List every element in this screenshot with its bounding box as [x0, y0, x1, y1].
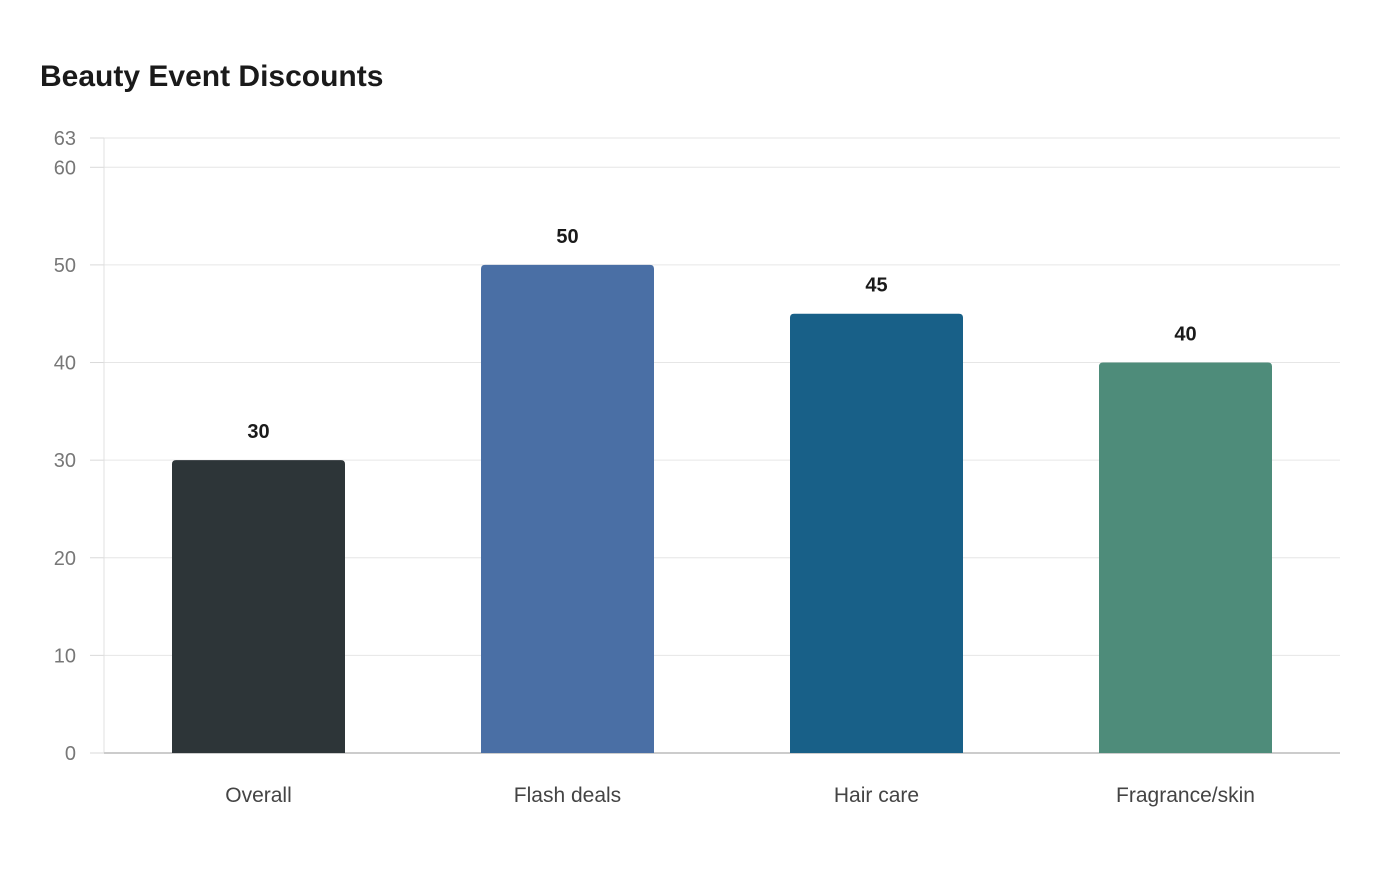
chart-title: Beauty Event Discounts	[40, 60, 384, 93]
x-tick-label: Fragrance/skin	[1116, 784, 1255, 807]
y-tick-label: 40	[54, 353, 76, 375]
y-tick-label: 20	[54, 548, 76, 570]
bar-fragrance-skin	[1099, 362, 1272, 753]
x-tick-label: Hair care	[834, 784, 919, 807]
x-tick-label: Overall	[225, 784, 292, 807]
bar-overall	[172, 460, 345, 753]
bars	[172, 264, 1272, 753]
y-tick-label: 60	[54, 157, 76, 179]
y-tick-label: 63	[54, 128, 76, 150]
bar-flash-deals	[481, 264, 654, 753]
y-tick-label: 30	[54, 450, 76, 472]
x-tick-labels: Overall Flash deals Hair care Fragrance/ski…	[225, 784, 1255, 807]
data-label: 30	[247, 421, 269, 443]
data-label: 45	[865, 275, 887, 297]
data-label: 50	[556, 226, 578, 248]
bar-hair-care	[790, 313, 963, 753]
data-label: 40	[1174, 324, 1196, 346]
y-tick-label: 0	[65, 743, 76, 765]
data-labels: 30 50 45 40	[247, 226, 1196, 443]
x-tick-label: Flash deals	[514, 784, 621, 807]
y-tick-label: 10	[54, 645, 76, 667]
y-tick-label: 50	[54, 255, 76, 277]
y-tick-labels: 0 10 20 30 40 50 60 63	[54, 128, 76, 765]
